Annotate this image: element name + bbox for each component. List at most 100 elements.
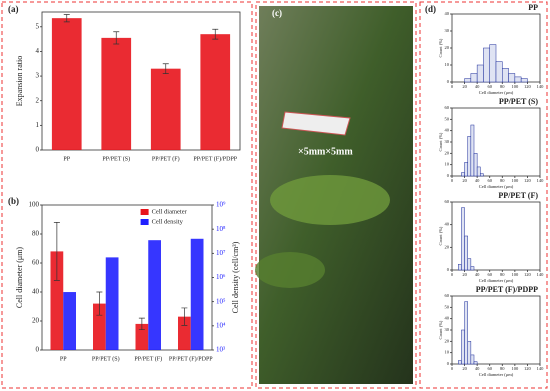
legend-label: Cell density xyxy=(152,218,184,225)
x-tick-label: 0 xyxy=(451,84,454,89)
legend-swatch xyxy=(140,209,149,215)
x-tick-label: 120 xyxy=(524,84,532,89)
x-tick-label: 60 xyxy=(487,178,492,183)
legend-label: Cell diameter xyxy=(152,208,188,215)
y-tick-label: 40 xyxy=(445,316,450,321)
chart-title: PP/PET (F)/PDPP xyxy=(476,285,538,294)
x-tick-label: 0 xyxy=(451,178,454,183)
y-axis-label: Count (%) xyxy=(438,38,443,57)
x-tick-label: 140 xyxy=(537,178,545,183)
sample-block xyxy=(281,111,351,136)
histogram-bar xyxy=(470,354,475,365)
chart-title: PP/PET (F) xyxy=(498,191,538,200)
y-tick-label: 30 xyxy=(445,28,450,33)
photo: (c) ×5mm×5mm xyxy=(255,6,413,384)
error-bar xyxy=(63,14,70,23)
x-tick-label: 20 xyxy=(462,366,467,371)
x-tick-label: 0 xyxy=(451,272,454,277)
histogram-bar xyxy=(520,78,528,83)
y-tick-label: 30 xyxy=(445,327,450,332)
y-axis-label: Count (%) xyxy=(438,226,443,245)
plot-frame xyxy=(451,201,541,271)
y-axis-label: Count (%) xyxy=(438,320,443,339)
y-tick-label: 80 xyxy=(32,230,40,238)
histogram-bar xyxy=(514,76,522,83)
x-tick-label: 20 xyxy=(462,178,467,183)
y-tick-label: 60 xyxy=(32,259,40,267)
x-tick-label: 40 xyxy=(475,272,480,277)
y-tick-label: 60 xyxy=(445,105,450,110)
x-tick-label: 140 xyxy=(537,272,545,277)
x-tick-label: 20 xyxy=(462,84,467,89)
y-axis-label: Cell diameter (μm) xyxy=(15,247,24,308)
x-axis-label: Cell diameter (μm) xyxy=(479,278,514,283)
histogram-bar xyxy=(461,329,465,365)
error-bar xyxy=(162,63,169,74)
histogram-bar xyxy=(495,61,503,83)
bar xyxy=(105,257,119,350)
y-tick-label: 20 xyxy=(445,338,450,343)
y-tick-label: 10 xyxy=(445,350,450,355)
x-tick-label: 100 xyxy=(511,178,519,183)
plot-frame xyxy=(41,11,241,151)
histogram-bar xyxy=(473,153,478,177)
y2-axis-label: Cell density (cell/cm³) xyxy=(231,241,240,313)
leaf xyxy=(270,175,390,225)
y-tick-label: 0 xyxy=(36,346,40,354)
bar xyxy=(93,303,106,350)
x-axis-label: Cell diameter (μm) xyxy=(479,372,514,377)
panel-label: (d) xyxy=(425,4,436,14)
histogram-bar xyxy=(502,68,509,83)
error-bar xyxy=(181,307,188,326)
y-tick-label: 4 xyxy=(36,47,40,55)
chart-title: PP/PET (S) xyxy=(499,97,539,106)
right-frame xyxy=(419,1,548,389)
bar xyxy=(200,34,231,150)
histogram-bar xyxy=(476,64,484,83)
y-tick-label: 5 xyxy=(36,22,40,30)
x-tick-label: 120 xyxy=(524,272,532,277)
x-tick-label: 80 xyxy=(500,272,505,277)
y-tick-label: 50 xyxy=(445,304,450,309)
x-tick-label: PP/PET (S) xyxy=(92,355,120,362)
histogram-bar xyxy=(464,162,468,177)
y2-tick-label: 10⁹ xyxy=(216,201,226,209)
y-tick-label: 0 xyxy=(447,361,450,366)
x-tick-label: 80 xyxy=(500,366,505,371)
y-tick-label: 3 xyxy=(36,72,40,80)
histogram-bar xyxy=(470,266,475,271)
y-tick-label: 0 xyxy=(447,267,450,272)
x-tick-label: PP xyxy=(60,356,67,362)
bar xyxy=(178,316,191,350)
x-tick-label: PP/PET (S) xyxy=(102,155,130,162)
y2-tick-label: 10⁵ xyxy=(216,297,226,305)
x-tick-label: 0 xyxy=(451,366,454,371)
histogram-bar xyxy=(470,124,475,177)
x-tick-label: PP/PET (F) xyxy=(152,155,180,162)
x-axis-label: Cell diameter (μm) xyxy=(479,90,514,95)
x-tick-label: PP xyxy=(63,156,70,162)
x-tick-label: 100 xyxy=(511,366,519,371)
y-tick-label: 100 xyxy=(29,201,40,209)
y-tick-label: 40 xyxy=(32,288,40,296)
x-tick-label: 40 xyxy=(475,84,480,89)
histogram-bar xyxy=(476,166,481,177)
bar xyxy=(50,251,64,350)
x-tick-label: 80 xyxy=(500,178,505,183)
error-bar xyxy=(96,291,103,316)
photo-caption: ×5mm×5mm xyxy=(298,146,353,157)
y-tick-label: 30 xyxy=(445,139,450,144)
histogram-bar xyxy=(464,301,468,365)
y-axis-label: Count (%) xyxy=(438,132,443,151)
x-tick-label: 20 xyxy=(462,272,467,277)
histogram-bar xyxy=(464,235,468,271)
error-bar xyxy=(53,222,60,281)
histogram-bar xyxy=(461,172,465,177)
y-tick-label: 1 xyxy=(36,121,40,129)
histogram-bar xyxy=(458,360,462,365)
bar xyxy=(150,68,181,150)
x-tick-label: PP/PET (F) xyxy=(134,355,162,362)
x-axis-label: Cell diameter (μm) xyxy=(479,184,514,189)
y-tick-label: 60 xyxy=(445,199,450,204)
y2-tick-label: 10³ xyxy=(216,346,225,354)
